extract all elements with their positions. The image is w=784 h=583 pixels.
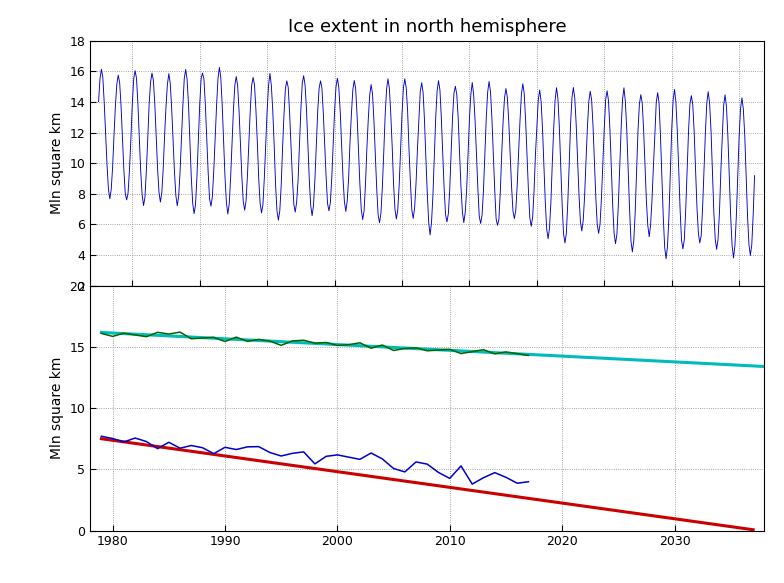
X-axis label: Yearly mins and maxs: Yearly mins and maxs [351,309,503,323]
Title: Ice extent in north hemisphere: Ice extent in north hemisphere [288,19,567,37]
Y-axis label: Mln square km: Mln square km [50,112,64,215]
Y-axis label: Mln square km: Mln square km [50,357,64,459]
